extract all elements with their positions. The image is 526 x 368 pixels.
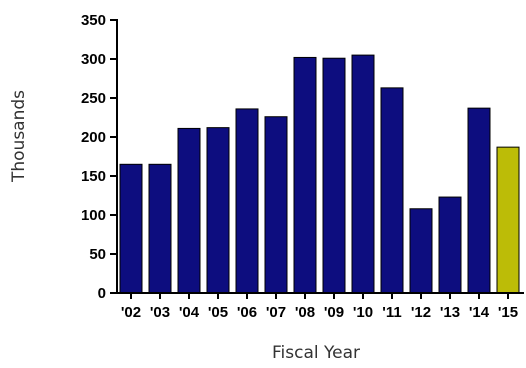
- y-tick-label: 200: [81, 129, 106, 146]
- bar-03: [148, 163, 172, 294]
- x-tick-label: '12: [411, 304, 431, 321]
- bar-05: [206, 127, 230, 294]
- y-tick-label: 0: [98, 285, 106, 302]
- y-tick-label: 100: [81, 207, 106, 224]
- y-tick-label: 300: [81, 51, 106, 68]
- bar-09: [322, 57, 346, 294]
- x-tick-label: '13: [440, 304, 460, 321]
- x-axis-title: Fiscal Year: [272, 343, 360, 363]
- bar-15: [496, 146, 520, 294]
- bar-02: [119, 163, 143, 294]
- x-tick-label: '02: [121, 304, 141, 321]
- x-tick-label: '11: [382, 304, 401, 321]
- x-axis-ticks: '02 '03 '04 '05 '06 '07 '08 '09 '10 '11 '12 '13 '14 '…: [121, 293, 518, 321]
- bar-07: [264, 116, 288, 294]
- x-tick-label: '07: [266, 304, 286, 321]
- x-tick-label: '08: [295, 304, 315, 321]
- y-tick-label: 350: [81, 12, 106, 29]
- x-tick-label: '03: [150, 304, 170, 321]
- y-tick-label: 150: [81, 168, 106, 185]
- x-tick-label: '14: [469, 304, 490, 321]
- x-tick-label: '06: [237, 304, 257, 321]
- bar-13: [438, 196, 462, 294]
- y-axis-title: Thousands: [9, 90, 29, 183]
- bar-08: [293, 56, 317, 294]
- x-tick-label: '10: [353, 304, 373, 321]
- x-tick-label: '09: [324, 304, 344, 321]
- y-tick-label: 50: [89, 246, 106, 263]
- x-tick-label: '05: [208, 304, 228, 321]
- x-tick-label: '04: [179, 304, 200, 321]
- bar-06: [235, 108, 259, 294]
- bar-12: [409, 208, 433, 294]
- bar-04: [177, 127, 201, 294]
- bar-11: [380, 87, 404, 294]
- bar-14: [467, 107, 491, 294]
- y-axis-ticks: 0 50 100 150 200 250 300 350: [81, 12, 117, 302]
- bar-group: [119, 54, 520, 294]
- x-tick-label: '15: [498, 304, 518, 321]
- y-tick-label: 250: [81, 90, 106, 107]
- axes: [116, 19, 524, 294]
- bar-10: [351, 54, 375, 294]
